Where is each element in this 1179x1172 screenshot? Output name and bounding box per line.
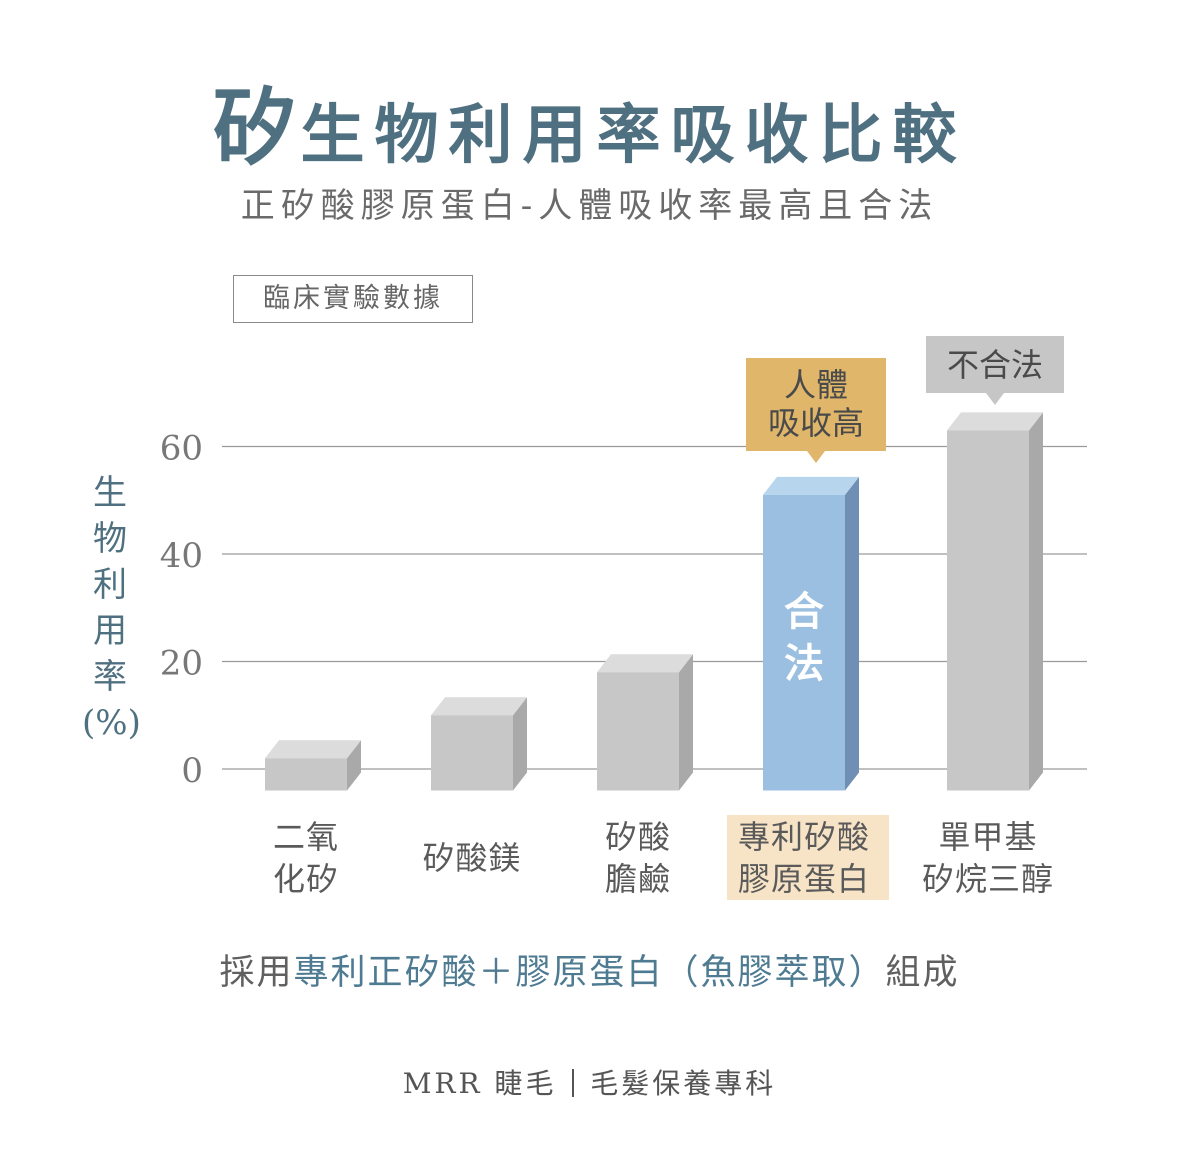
- y-tick-label: 40: [160, 536, 203, 576]
- bar-top: [597, 654, 693, 673]
- bar: [265, 758, 347, 791]
- chart-title-rest: 生物利用率吸收比較: [300, 98, 967, 173]
- brand-tagline: 毛髮保養專科: [590, 1067, 777, 1100]
- callout-bubble: [746, 358, 886, 463]
- x-category-label: 膠原蛋白: [738, 860, 870, 898]
- x-category-label: 單甲基: [938, 818, 1037, 856]
- clinical-data-tag: 臨床實驗數據: [233, 275, 473, 323]
- x-category-label: 矽酸: [605, 818, 671, 856]
- composition-note: 採用專利正矽酸＋膠原蛋白（魚膠萃取）組成: [0, 948, 1179, 998]
- bar-side: [679, 654, 693, 791]
- chart-title-lead: 矽: [212, 78, 301, 177]
- bar-side: [347, 740, 361, 791]
- y-axis-label-char: 利: [93, 565, 127, 605]
- bar: [431, 715, 513, 791]
- x-category-label: 化矽: [273, 860, 339, 898]
- y-tick-label: 0: [181, 751, 203, 791]
- brand-divider: [572, 1069, 575, 1097]
- chart-title: 矽生物利用率吸收比較: [0, 86, 1179, 176]
- bar-inner-label: 合: [784, 589, 824, 635]
- callout-label: 吸收高: [768, 404, 864, 442]
- bar: [597, 672, 679, 791]
- y-axis-label: 生 物 利 用 率 (%): [82, 470, 141, 746]
- category-highlight-bg: [727, 815, 889, 900]
- y-axis-label-char: 物: [93, 519, 127, 559]
- bar: [947, 430, 1029, 791]
- callout-bubble: [926, 336, 1064, 405]
- x-category-label: 專利矽酸: [738, 818, 870, 856]
- brand-line: MRR 睫毛 毛髮保養專科: [0, 1064, 1179, 1104]
- bar-top: [431, 697, 527, 716]
- y-axis-label-char: 用: [93, 611, 127, 651]
- y-tick-label: 20: [160, 644, 203, 684]
- brand-name: MRR 睫毛: [402, 1067, 557, 1100]
- callout-label: 不合法: [947, 346, 1043, 384]
- x-category-label: 矽烷三醇: [922, 860, 1054, 898]
- y-tick-label: 60: [160, 429, 203, 469]
- composition-note-prefix: 採用: [219, 953, 294, 993]
- y-axis-label-char: 生: [93, 473, 127, 513]
- bar-top: [763, 476, 859, 495]
- bar-top: [265, 740, 361, 759]
- callout-label: 人體: [784, 366, 848, 404]
- x-category-label: 矽酸鎂: [422, 839, 521, 877]
- bar-side: [1029, 412, 1043, 791]
- bar-side: [845, 476, 859, 791]
- composition-note-highlight: 專利正矽酸＋膠原蛋白（魚膠萃取）: [293, 953, 886, 993]
- bar-side: [513, 697, 527, 791]
- y-axis-label-char: (%): [82, 703, 141, 743]
- x-category-label: 二氧: [273, 818, 339, 856]
- bar-top: [947, 412, 1043, 431]
- y-axis-label-char: 率: [93, 657, 127, 697]
- bar: [763, 494, 845, 791]
- bar-inner-label: 法: [784, 641, 824, 687]
- x-category-label: 膽鹼: [605, 860, 671, 898]
- composition-note-suffix: 組成: [885, 953, 960, 993]
- chart-subtitle: 正矽酸膠原蛋白-人體吸收率最高且合法: [240, 186, 939, 226]
